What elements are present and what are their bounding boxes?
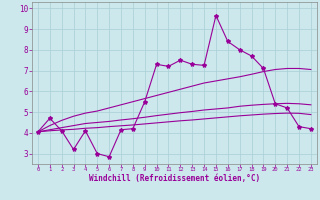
X-axis label: Windchill (Refroidissement éolien,°C): Windchill (Refroidissement éolien,°C)	[89, 174, 260, 183]
